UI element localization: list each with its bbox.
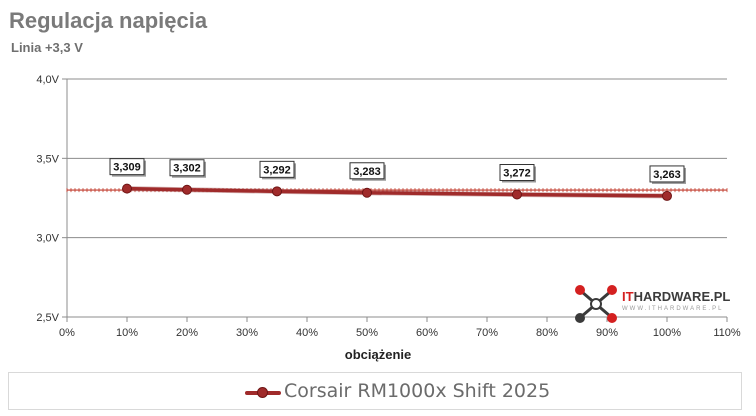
- data-label-box: [259, 160, 295, 178]
- logo-icon: [575, 285, 617, 323]
- x-tick-label: 90%: [596, 327, 618, 339]
- x-tick-label: 40%: [296, 327, 318, 339]
- x-tick-label: 70%: [476, 327, 498, 339]
- data-point: [122, 183, 132, 194]
- x-tick-label: 10%: [116, 327, 138, 339]
- y-tick-label: 2,5V: [36, 312, 59, 324]
- x-tick-label: 80%: [536, 327, 558, 339]
- y-tick-label: 4,0V: [36, 74, 59, 86]
- data-point: [272, 186, 282, 197]
- legend: Corsair RM1000x Shift 2025: [8, 372, 742, 410]
- data-label: 3,283: [353, 166, 381, 178]
- y-tick-label: 3,5V: [36, 153, 59, 165]
- ithardware-logo: ITHARDWARE.PL WWW.ITHARDWARE.PL: [574, 284, 734, 324]
- logo-url: WWW.ITHARDWARE.PL: [622, 306, 724, 312]
- legend-marker: [257, 387, 268, 398]
- data-point: [182, 184, 192, 195]
- data-label: 3,302: [173, 163, 201, 175]
- data-point: [662, 190, 672, 201]
- x-tick-label: 0%: [59, 327, 75, 339]
- x-tick-label: 50%: [356, 327, 378, 339]
- data-label-box: [169, 159, 205, 177]
- y-tick-label: 3,0V: [36, 233, 59, 245]
- chart-subtitle: Linia +3,3 V: [11, 40, 83, 55]
- x-tick-label: 60%: [416, 327, 438, 339]
- data-label: 3,292: [263, 164, 291, 176]
- x-tick-label: 20%: [176, 327, 198, 339]
- data-label: 3,272: [503, 168, 531, 180]
- series-line: [126, 186, 668, 198]
- data-label-box: [649, 165, 685, 183]
- logo-wordmark: ITHARDWARE.PL: [622, 289, 731, 304]
- data-label: 3,263: [653, 169, 681, 181]
- legend-series-label: Corsair RM1000x Shift 2025: [284, 380, 551, 402]
- data-label-box: [349, 162, 385, 180]
- x-tick-label: 110%: [713, 327, 741, 339]
- x-axis-label: obciążenie: [344, 347, 412, 362]
- line-chart: 2,5V 3,0V 3,5V 4,0V 0% 10% 20% 30% 40% 50% 60% 70% 8…: [36, 74, 741, 339]
- x-tick-label: 30%: [236, 327, 258, 339]
- chart-title: Regulacja napięcia: [9, 8, 208, 33]
- x-tick-label: 100%: [653, 327, 681, 339]
- data-label-box: [499, 164, 535, 182]
- data-point: [512, 189, 522, 200]
- data-label: 3,309: [113, 162, 141, 174]
- data-label-box: [109, 158, 145, 176]
- data-point: [362, 187, 372, 198]
